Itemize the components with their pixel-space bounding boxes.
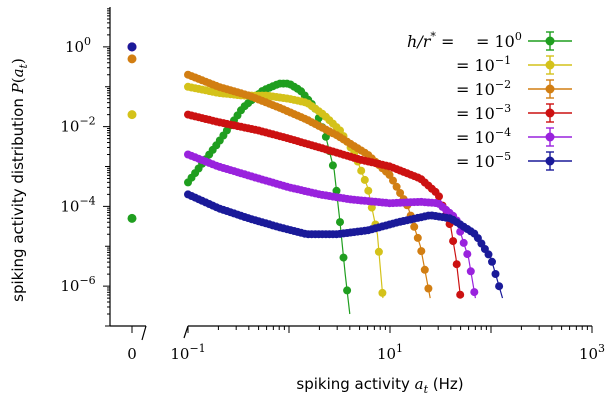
series-line bbox=[187, 153, 476, 299]
y-tick-label: 10−6 bbox=[60, 274, 95, 295]
data-point bbox=[470, 288, 479, 297]
data-point bbox=[357, 166, 366, 175]
series-line bbox=[187, 114, 462, 299]
legend-label: = 10−5 bbox=[456, 150, 511, 171]
data-point bbox=[452, 260, 461, 269]
legend-label: = 10−3 bbox=[456, 102, 511, 123]
data-point bbox=[367, 203, 376, 212]
legend-prefix: h/r* = bbox=[407, 30, 454, 51]
x-tick-label: 101 bbox=[377, 342, 403, 363]
series-5 bbox=[127, 42, 504, 299]
data-point bbox=[459, 238, 468, 247]
x-axis-label: spiking activity at (Hz) bbox=[296, 375, 463, 396]
data-point bbox=[328, 161, 337, 170]
data-point bbox=[396, 189, 405, 197]
data-point bbox=[360, 175, 369, 184]
data-point bbox=[491, 270, 500, 278]
data-point bbox=[374, 247, 383, 256]
data-point bbox=[484, 250, 493, 259]
series-2 bbox=[127, 54, 433, 299]
legend-marker bbox=[545, 156, 555, 166]
data-point bbox=[410, 222, 419, 231]
series-zero-point bbox=[127, 54, 137, 64]
data-point bbox=[392, 182, 401, 191]
series-zero-point bbox=[127, 213, 137, 223]
axes: 100 10−2 10−4 10−6 0 10−1 101 103 spiking activi… bbox=[9, 7, 605, 396]
data-point bbox=[339, 253, 348, 262]
y-tick-label: 10−4 bbox=[60, 194, 95, 215]
series-1 bbox=[127, 82, 387, 299]
data-point bbox=[435, 192, 443, 201]
series-zero-point bbox=[127, 110, 137, 120]
x-tick-label: 103 bbox=[579, 342, 605, 363]
legend: h/r* = = 100 = 10−1 = 10−2 = 10−3 = 10−4 = 10−… bbox=[407, 30, 572, 171]
legend-marker bbox=[545, 132, 555, 142]
data-point bbox=[495, 282, 504, 291]
data-point bbox=[364, 186, 373, 195]
x-axis-break-left bbox=[141, 325, 147, 341]
data-point bbox=[417, 247, 426, 256]
series-zero-point bbox=[127, 42, 137, 52]
data-point bbox=[420, 265, 429, 274]
data-point bbox=[488, 257, 496, 266]
data-point bbox=[336, 218, 344, 227]
y-tick-label: 10−2 bbox=[60, 115, 95, 136]
legend-label: = 100 bbox=[476, 30, 522, 51]
data-point bbox=[456, 290, 465, 299]
data-point bbox=[332, 186, 341, 195]
data-point bbox=[378, 288, 387, 297]
data-point bbox=[343, 286, 352, 295]
data-point bbox=[449, 237, 458, 246]
data-point bbox=[424, 284, 433, 293]
y-axis-label: spiking activity distribution P(at) bbox=[9, 58, 30, 302]
x-tick-label: 0 bbox=[127, 345, 137, 363]
y-tick-label: 100 bbox=[65, 35, 91, 56]
legend-marker bbox=[545, 108, 555, 118]
x-axis-break-right bbox=[183, 325, 189, 339]
series-3 bbox=[127, 42, 465, 299]
legend-label: = 10−1 bbox=[456, 54, 511, 75]
data-point bbox=[466, 267, 475, 276]
legend-marker bbox=[545, 36, 555, 46]
legend-label: = 10−2 bbox=[456, 78, 511, 99]
legend-label: = 10−4 bbox=[456, 126, 511, 147]
legend-marker bbox=[545, 60, 555, 70]
data-point bbox=[389, 176, 397, 185]
data-point bbox=[463, 250, 472, 259]
x-tick-label: 10−1 bbox=[170, 342, 205, 363]
series-layer bbox=[127, 42, 504, 315]
series-4 bbox=[127, 42, 479, 299]
data-point bbox=[413, 233, 422, 242]
legend-marker bbox=[545, 84, 555, 94]
